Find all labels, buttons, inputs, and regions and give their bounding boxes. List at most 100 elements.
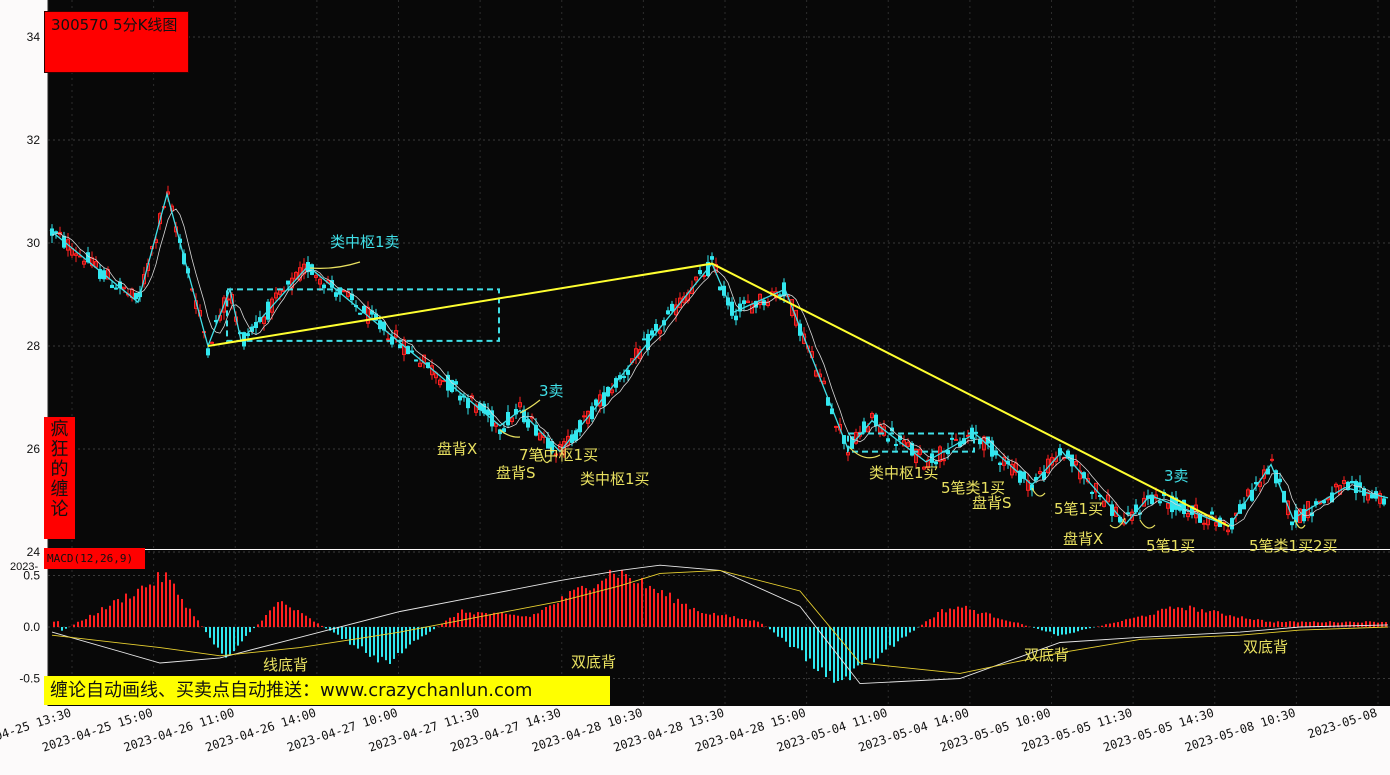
candle-body [226,298,230,301]
candle-body [1130,511,1134,521]
candle-body [694,276,698,281]
candle-body [594,399,598,406]
candle-body [778,294,782,297]
candle-body [314,275,318,278]
price-tick-label: 30 [27,236,41,250]
price-tick-label: 26 [27,442,41,456]
candle-body [794,309,798,326]
candle-body [270,298,274,313]
candle-body [510,417,514,423]
annotation-yellow-label: 类中枢1买 [869,464,939,482]
candle-body [906,442,910,447]
candle-body [746,300,750,304]
candle-body [454,381,458,385]
candle-body [550,441,554,453]
candle-body [742,300,746,304]
candle-body [974,431,978,434]
candle-body [1246,489,1250,497]
annotation-arrow [1139,519,1156,529]
candle-body [1254,482,1258,485]
candle-body [142,274,146,285]
candle-body [66,239,70,251]
annotation-arrow [1109,517,1126,529]
candle-body [1350,480,1354,484]
candle-body [710,256,714,260]
candle-body [586,410,590,424]
candle-body [954,438,958,441]
candle-body [886,438,890,442]
candle-body [114,287,118,290]
candle-body [658,330,662,334]
candle-body [322,284,326,289]
chart-title-box: 300570 5分K线图 [44,11,189,73]
candle-body [950,437,954,440]
candle-body [698,270,702,275]
macd-annotation-label: 双底背 [1243,638,1288,656]
promo-banner: 缠论自动画线、买卖点自动推送：www.crazychanlun.com [44,676,610,705]
macd-tick-label: 0.0 [23,620,40,634]
candle-body [1106,494,1110,503]
corner-date-fragment: 2023- [10,561,39,573]
candle-body [1342,480,1346,484]
macd-annotation-label: 双底背 [1024,646,1069,664]
candle-body [1354,481,1358,494]
candle-body [1182,499,1186,514]
macd-dea-line [51,569,1389,674]
candle-body [1378,493,1382,504]
candle-body [1318,500,1322,505]
segment-line [207,262,1230,528]
candle-body [894,443,898,446]
candle-body [1366,491,1370,501]
price-tick-label: 32 [27,133,41,147]
candle-body [414,359,418,362]
annotation-arrow [519,399,541,414]
candle-body [386,338,390,341]
candle-body [358,312,362,315]
candle-body [286,280,290,285]
price-tick-label: 24 [27,545,41,559]
candle-body [418,362,422,367]
candle-body [134,292,138,300]
candle-body [922,466,926,470]
candle-body [74,253,78,256]
candle-body [110,284,114,289]
candle-body [1142,497,1146,507]
candle-body [1126,512,1130,515]
annotation-cyan-label: 3卖 [1164,467,1189,485]
candle-body [526,419,530,428]
candle-body [998,462,1002,465]
candle-body [670,303,674,312]
candle-body [1214,522,1218,527]
candle-body [1258,481,1262,487]
annotation-yellow-label: 5笔类1买 [1249,537,1313,555]
macd-tick-label: 0.5 [23,569,40,583]
annotation-yellow-label: 7笔中枢1买 [519,446,598,464]
candle-body [942,459,946,462]
candle-body [866,426,870,433]
candle-body [486,409,490,416]
candle-body [458,395,462,401]
candle-body [978,439,982,445]
candle-body [822,380,826,385]
price-tick-label: 34 [27,30,41,44]
annotation-yellow-label: 5笔1买 [1054,500,1103,518]
candle-body [934,461,938,465]
candle-body [398,344,402,349]
candle-body [1278,478,1282,483]
macd-tick-label: -0.5 [19,672,40,686]
candle-body [230,294,234,304]
candle-body [1262,469,1266,479]
candle-body [834,425,838,428]
candle-body [870,412,874,419]
zhongshu-box [226,288,500,342]
candle-body [622,376,626,379]
candle-body [846,452,850,456]
annotation-yellow-label: 盘背X [1063,530,1103,548]
candle-body [1286,500,1290,516]
candle-body [1306,501,1310,519]
candle-body [438,379,442,386]
candle-body [538,432,542,441]
candle-body [122,286,126,290]
candle-body [918,449,922,455]
candle-body [790,299,794,316]
